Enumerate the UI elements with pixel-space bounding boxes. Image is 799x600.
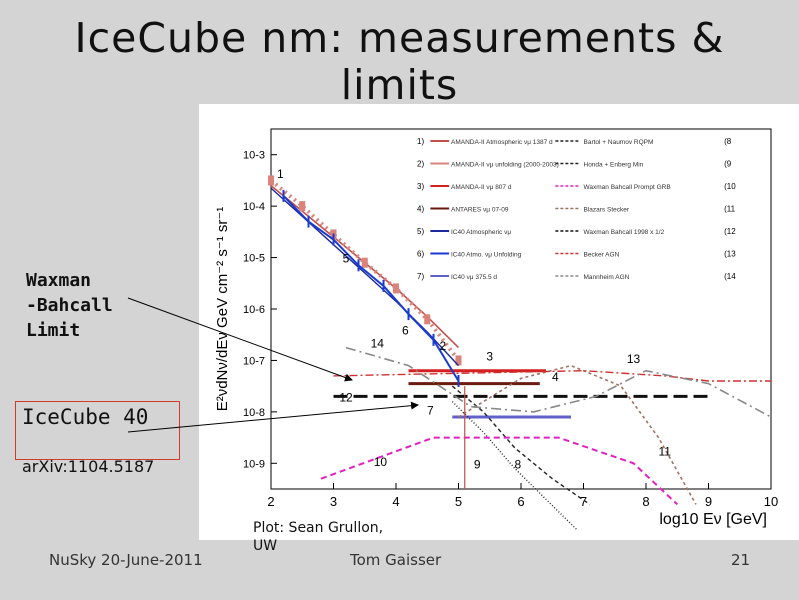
series-2-point [361,257,368,268]
series-10-line [320,436,678,506]
curve-label: 12 [339,391,353,405]
series-9-line [451,401,578,531]
waxman-bahcall-label-line3: Limit [26,320,81,341]
legend-right-number: (10 [724,182,736,191]
legend-right-number: (12 [724,227,736,236]
curve-label: 11 [659,445,672,459]
x-tick-label: 5 [455,494,462,509]
legend-left-number: 7) [417,272,424,281]
legend-left-number: 2) [417,160,424,169]
legend-left-number: 6) [417,250,424,259]
curve-label: 9 [474,457,481,471]
legend-right-number: (9 [724,160,732,169]
x-tick-label: 6 [517,494,524,509]
series-2-point [424,314,431,325]
series-13-line [333,369,771,382]
x-tick-label: 2 [267,494,274,509]
series-2-point [299,201,306,212]
curve-label: 3 [486,349,493,363]
legend-left-number: 5) [417,227,424,236]
x-tick-label: 4 [392,494,399,509]
legend-right-entry: Honda + Enberg Min [584,162,644,169]
legend-left-number: 3) [417,182,424,191]
legend-right-number: (11 [724,205,736,214]
arxiv-reference: arXiv:1104.5187 [22,457,155,476]
curve-label: 5 [343,252,350,266]
curve-label: 13 [627,352,641,366]
plot-credit: Plot: Sean Grullon, UW [253,520,384,554]
x-axis-label: log10 Eν [GeV] [659,511,767,528]
legend-left-entry: IC40 Atmo. νμ Unfolding [451,252,522,259]
legend-right-number: (8 [724,137,732,146]
x-tick-label: 8 [642,494,649,509]
legend-right-entry: Mannheim AGN [584,274,630,281]
series-14-line [345,346,772,418]
legend-left-entry: IC40 νμ 375.5 d [451,274,497,281]
curve-label: 10 [374,455,388,469]
y-tick-label: 10-3 [243,150,265,162]
series-2-point [268,175,274,186]
legend-right-entry: Bartol + Naumov RQPM [584,139,654,146]
y-tick-label: 10-6 [243,304,265,316]
x-tick-label: 10 [764,494,778,509]
y-tick-label: 10-8 [243,407,265,419]
legend-right-entry: Blazars Stecker [584,207,630,214]
curve-label: 8 [515,457,522,471]
y-tick-label: 10-7 [243,355,265,367]
plot-frame [270,128,772,490]
flux-chart: 2 3 4 5 6 7 8 9 10 10-3 10-4 10-5 10-6 10-7 10-8 10-9 lo… [214,128,778,531]
y-axis-label: E²νdNν/dEν GeV cm⁻² s⁻¹ sr⁻¹ [214,207,231,412]
y-tick-label: 10-4 [243,201,265,213]
y-tick-label: 10-5 [243,253,265,265]
curve-label: 2 [440,339,447,353]
legend-right-entry: Waxman Bahcall 1998 x 1/2 [584,229,665,236]
legend-left-entry: AMANDA-II νμ 807 d [451,184,512,191]
x-tick-label: 7 [580,494,587,509]
legend-right-entry: Becker AGN [584,252,620,259]
ic40-label: IceCube 40 [22,405,149,429]
x-tick-label: 9 [705,494,712,509]
footer-event: NuSky 20-June-2011 [49,551,203,569]
legend-left-entry: IC40 Atmospheric νμ [451,229,511,236]
series-11-line [458,364,697,505]
legend-left-entry: AMANDA-II Atmospheric νμ 1387 d [451,139,553,146]
series-2-point [455,355,462,366]
legend-left-entry: AMANDA-II νμ unfolding (2000-2003) [451,162,559,169]
y-tick-label: 10-9 [243,458,265,470]
footer-author: Tom Gaisser [350,551,442,569]
slide-title-line2: limits [340,61,459,109]
waxman-bahcall-label-line1: Waxman [26,270,92,291]
plot-panel: 2 3 4 5 6 7 8 9 10 10-3 10-4 10-5 10-6 10-7 10-8 10-9 lo… [199,104,799,540]
curve-label: 6 [402,324,409,338]
series-6-line [282,195,460,382]
series-2-point [393,283,399,294]
curve-label: 1 [277,167,284,181]
curve-label: 4 [552,370,559,384]
legend-right-number: (14 [724,272,736,281]
legend-left-number: 4) [417,205,424,214]
curve-label: 7 [427,403,434,417]
footer-page-number: 21 [731,551,751,569]
legend-right-number: (13 [724,250,736,259]
legend-right-entry: Waxman Bahcall Prompt GRB [584,184,671,191]
waxman-bahcall-label-line2: -Bahcall [26,295,113,316]
legend-left-number: 1) [417,137,424,146]
x-tick-label: 3 [330,494,337,509]
slide-title-line1: IceCube nm: measurements & [74,14,725,62]
legend-left-entry: ANTARES νμ 07-09 [451,207,509,214]
curve-label: 14 [371,337,385,351]
